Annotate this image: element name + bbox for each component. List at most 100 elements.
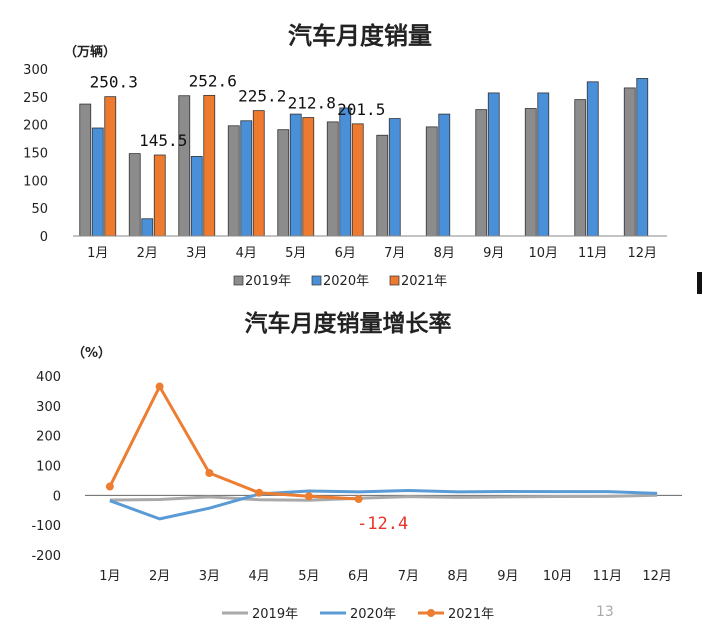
bar-2020年-3月 bbox=[190, 155, 203, 237]
bar-2019年-6月 bbox=[326, 121, 339, 237]
bar-2021年-1月 bbox=[104, 96, 117, 237]
bar-2019年-7月 bbox=[376, 134, 389, 237]
x-tick-label: 3月 bbox=[186, 246, 207, 261]
series-line-2019年 bbox=[109, 493, 658, 502]
legend-swatch-2019年 bbox=[233, 275, 244, 286]
y-tick-label: 0 bbox=[40, 230, 48, 245]
x-tick-label: 8月 bbox=[434, 246, 455, 261]
data-label-2021-1月: 250.3 bbox=[90, 73, 138, 92]
line-chart-title: 汽车月度销量增长率 bbox=[245, 310, 452, 337]
y-tick-label: 200 bbox=[23, 119, 48, 134]
x-tick-label: 10月 bbox=[543, 569, 573, 584]
x-tick-label: 10月 bbox=[528, 246, 558, 261]
x-tick-label: 2月 bbox=[149, 569, 170, 584]
bar-chart-bars bbox=[79, 78, 649, 237]
bar-2019年-5月 bbox=[277, 129, 290, 237]
bar-2020年-5月 bbox=[289, 113, 302, 237]
x-tick-label: 7月 bbox=[384, 246, 405, 261]
bar-2019年-2月 bbox=[128, 153, 141, 237]
y-tick-label: 100 bbox=[36, 460, 61, 475]
x-tick-label: 6月 bbox=[348, 569, 369, 584]
bar-2020年-9月 bbox=[487, 92, 500, 237]
bar-2019年-11月 bbox=[574, 99, 587, 237]
x-tick-label: 5月 bbox=[298, 569, 319, 584]
y-tick-label: 300 bbox=[23, 63, 48, 78]
data-label-2021-3月: 252.6 bbox=[189, 71, 237, 90]
bar-2021年-3月 bbox=[203, 94, 216, 237]
data-label-2021-5月: 212.8 bbox=[288, 94, 336, 113]
legend-label: 2019年 bbox=[252, 607, 298, 622]
x-tick-label: 8月 bbox=[447, 569, 468, 584]
x-tick-label: 2月 bbox=[137, 246, 158, 261]
x-tick-label: 12月 bbox=[627, 246, 657, 261]
x-tick-label: 4月 bbox=[248, 569, 269, 584]
x-tick-label: 5月 bbox=[285, 246, 306, 261]
bar-2019年-10月 bbox=[524, 108, 537, 237]
bar-2020年-8月 bbox=[438, 113, 451, 237]
bar-2021年-5月 bbox=[302, 117, 315, 237]
bar-2020年-6月 bbox=[339, 107, 352, 237]
y-tick-label: 0 bbox=[53, 489, 61, 504]
bar-2019年-1月 bbox=[79, 103, 92, 237]
point-2021-6月 bbox=[354, 495, 363, 504]
bar-2019年-8月 bbox=[425, 126, 438, 237]
series-line-2020年 bbox=[109, 488, 658, 521]
bar-chart-x-ticks: 1月 2月 3月 4月 5月 6月 7月 8月 9月 10月 11月 12月 bbox=[87, 246, 657, 261]
y-tick-label: -100 bbox=[31, 519, 61, 534]
y-tick-label: 150 bbox=[23, 147, 48, 162]
x-tick-label: 9月 bbox=[497, 569, 518, 584]
bar-2020年-10月 bbox=[537, 92, 550, 237]
x-tick-label: 11月 bbox=[578, 246, 608, 261]
y-tick-label: 100 bbox=[23, 174, 48, 189]
bar-chart-y-ticks: 0 50 100 150 200 250 300 bbox=[23, 63, 48, 245]
x-tick-label: 12月 bbox=[642, 569, 672, 584]
bar-2020年-12月 bbox=[636, 78, 649, 237]
bar-chart-legend: 2019年 2020年 2021年 bbox=[233, 274, 447, 289]
bar-2019年-12月 bbox=[623, 87, 636, 237]
data-label-2021-4月: 225.2 bbox=[238, 87, 286, 106]
data-label-2021-2月: 145.5 bbox=[139, 131, 187, 150]
bar-2019年-3月 bbox=[178, 95, 191, 237]
y-tick-label: 300 bbox=[36, 400, 61, 415]
legend-label: 2021年 bbox=[448, 607, 494, 622]
line-chart-series bbox=[105, 382, 658, 521]
bar-chart-y-unit: （万辆） bbox=[64, 44, 116, 60]
sales-growth-line-chart: 汽车月度销量增长率 （%） 400 300 200 100 0 -100 -200 1月 2月… bbox=[31, 310, 682, 622]
point-2021-3月 bbox=[205, 468, 214, 477]
legend-swatch-2021年 bbox=[389, 275, 400, 286]
legend-label: 2019年 bbox=[245, 274, 291, 289]
bar-2021年-6月 bbox=[351, 123, 364, 237]
y-tick-label: 400 bbox=[36, 370, 61, 385]
bar-2020年-11月 bbox=[586, 81, 599, 237]
point-2021-4月 bbox=[255, 488, 264, 497]
bar-2020年-2月 bbox=[141, 218, 154, 237]
line-chart-y-ticks: 400 300 200 100 0 -100 -200 bbox=[31, 370, 61, 564]
bar-2021年-4月 bbox=[252, 110, 265, 237]
legend-label: 2021年 bbox=[401, 274, 447, 289]
bar-2020年-7月 bbox=[388, 118, 401, 237]
point-2021-5月 bbox=[304, 492, 313, 501]
x-tick-label: 4月 bbox=[236, 246, 257, 261]
y-tick-label: 200 bbox=[36, 430, 61, 445]
x-tick-label: 3月 bbox=[199, 569, 220, 584]
bar-2021年-2月 bbox=[153, 154, 166, 237]
point-2021-2月 bbox=[155, 382, 164, 391]
x-tick-label: 6月 bbox=[335, 246, 356, 261]
june-2021-annotation: -12.4 bbox=[357, 514, 408, 534]
series-line-2021年 bbox=[108, 385, 359, 501]
line-chart-x-ticks: 1月 2月 3月 4月 5月 6月 7月 8月 9月 10月 11月 12月 bbox=[99, 569, 672, 584]
legend-label: 2020年 bbox=[323, 274, 369, 289]
y-tick-label: 50 bbox=[31, 202, 48, 217]
y-tick-label: 250 bbox=[23, 91, 48, 106]
line-chart-legend: 2019年 2020年 2021年 bbox=[222, 607, 494, 622]
x-tick-label: 7月 bbox=[398, 569, 419, 584]
legend-swatch-2020年 bbox=[311, 275, 322, 286]
bar-chart-title: 汽车月度销量 bbox=[288, 22, 432, 50]
data-label-2021-6月: 201.5 bbox=[337, 100, 385, 119]
line-chart-y-unit: （%） bbox=[72, 345, 111, 361]
edge-marker bbox=[697, 272, 702, 294]
x-tick-label: 9月 bbox=[483, 246, 504, 261]
x-tick-label: 1月 bbox=[87, 246, 108, 261]
x-tick-label: 11月 bbox=[593, 569, 623, 584]
